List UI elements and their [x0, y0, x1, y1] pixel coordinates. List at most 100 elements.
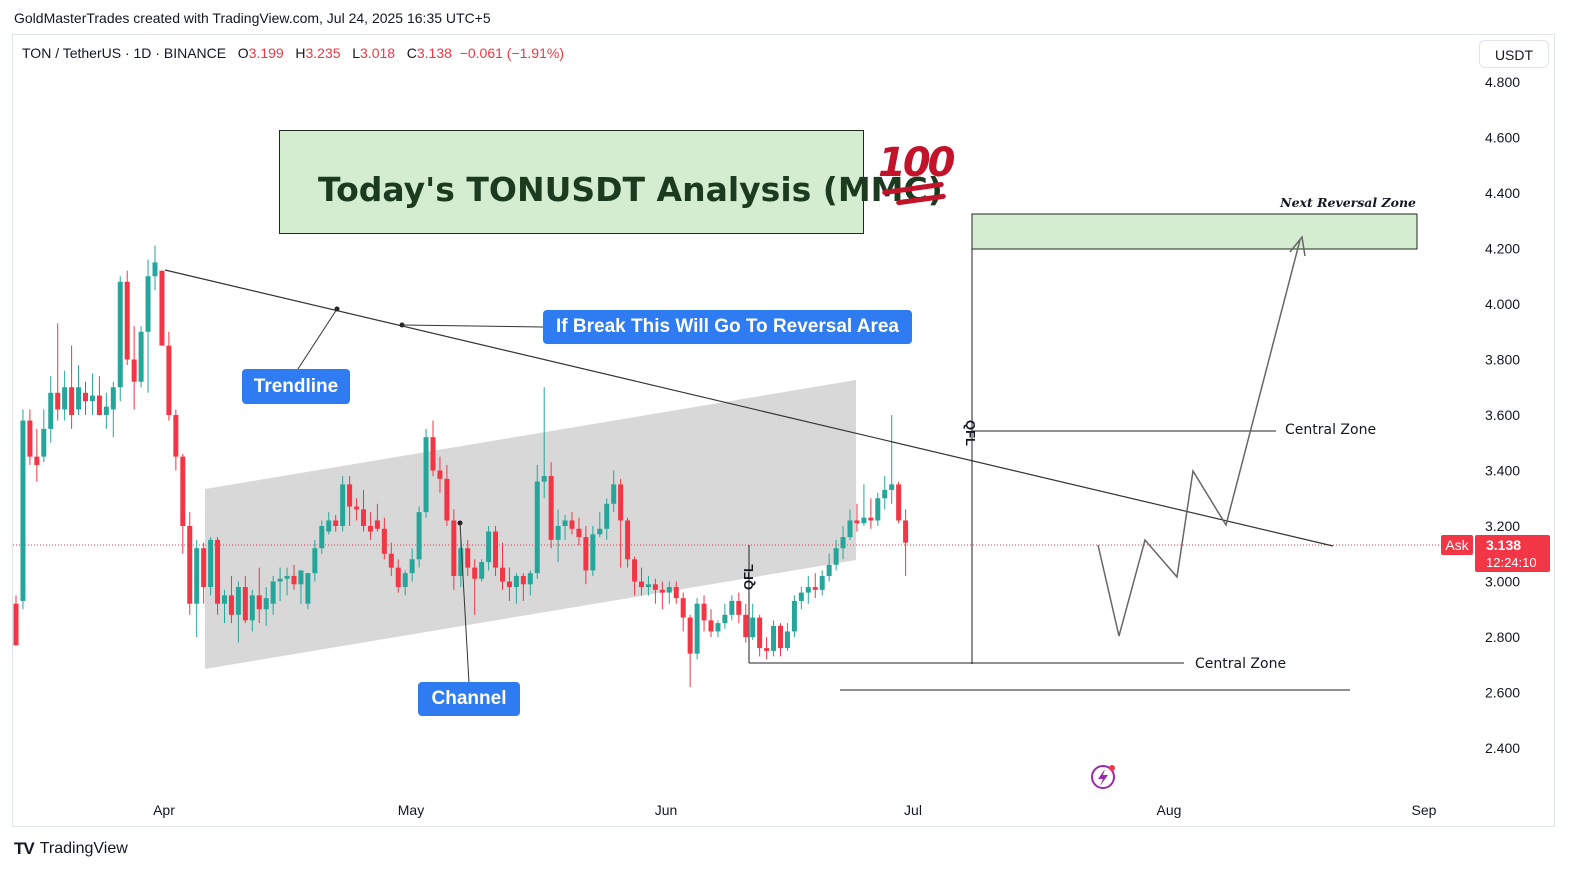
analysis-title: Today's TONUSDT Analysis (MMC) — [279, 130, 943, 234]
close-value: 3.138 — [416, 45, 452, 61]
countdown-tag: 12:24:10 — [1486, 555, 1537, 570]
price-tick-label: 4.800 — [1485, 74, 1520, 90]
price-tick-label: 3.200 — [1485, 518, 1520, 534]
candle-body — [187, 526, 193, 604]
tradingview-brand[interactable]: TV TradingView — [14, 839, 128, 859]
candle-body — [805, 587, 811, 593]
central-zone-lower-label: Central Zone — [1195, 656, 1286, 672]
candle-body — [625, 520, 631, 560]
candle-body — [722, 614, 728, 624]
candle-body — [451, 520, 457, 576]
last-price-tag-bg — [1475, 535, 1550, 572]
candle-body — [534, 481, 540, 574]
candle-body — [784, 631, 790, 649]
time-tick-label: May — [398, 802, 424, 818]
symbol-name[interactable]: TON / TetherUS · 1D · BINANCE — [22, 45, 227, 61]
candle-body — [173, 415, 179, 457]
candle-body — [569, 520, 575, 529]
candle-body — [583, 537, 589, 571]
breakout-label: If Break This Will Go To Reversal Area — [543, 310, 912, 344]
candle-body — [673, 587, 679, 599]
candle-body — [798, 592, 804, 601]
time-tick-label: Apr — [153, 802, 175, 818]
candle-body — [388, 553, 394, 568]
candle-body — [819, 575, 825, 590]
candle-body — [729, 600, 735, 615]
notification-dot — [1109, 765, 1115, 771]
candle-body — [861, 517, 867, 524]
candle-body — [812, 587, 818, 590]
candle-body — [652, 584, 658, 590]
candles — [13, 245, 909, 687]
candle-body — [166, 345, 172, 415]
price-tick-label: 3.000 — [1485, 574, 1520, 590]
next-reversal-zone — [971, 213, 1418, 250]
candle-body — [555, 526, 561, 540]
last-price-tag: 3.138 — [1486, 537, 1521, 553]
price-tick-label: 3.400 — [1485, 463, 1520, 479]
price-tick-label: 4.600 — [1485, 130, 1520, 146]
candle-body — [194, 548, 200, 604]
candle-body — [437, 470, 443, 479]
candle-body — [298, 570, 304, 585]
candle-body — [590, 534, 596, 571]
candle-body — [110, 387, 116, 410]
projection-path — [1097, 239, 1301, 637]
chart-credit: GoldMasterTrades created with TradingVie… — [14, 10, 491, 26]
candle-body — [201, 548, 207, 588]
candle-body — [833, 548, 839, 565]
price-tick-label: 3.800 — [1485, 352, 1520, 368]
candle-body — [347, 484, 353, 507]
candle-body — [249, 595, 255, 621]
trendline-label: Trendline — [242, 369, 350, 404]
hundred-emoji: 100 — [878, 140, 955, 186]
candle-body — [159, 270, 165, 346]
candle-body — [228, 595, 234, 615]
candle-body — [903, 520, 909, 543]
candle-body — [354, 506, 360, 510]
candle-body — [333, 520, 339, 526]
lightning-icon-bolt — [1098, 769, 1108, 786]
candle-body — [55, 392, 61, 410]
time-axis[interactable]: Apr May Jun Jul Aug Sep — [153, 802, 1437, 818]
candle-body — [604, 503, 610, 529]
candle-body — [506, 581, 512, 588]
candle-body — [423, 437, 429, 513]
candle-body — [854, 520, 860, 524]
price-axis[interactable]: 4.800 4.600 4.400 4.200 4.000 3.800 3.600 3.400… — [1485, 74, 1520, 756]
low-value: 3.018 — [360, 45, 396, 61]
candle-body — [826, 564, 832, 576]
candle-body — [889, 484, 895, 490]
price-tick-label: 4.400 — [1485, 185, 1520, 201]
candle-body — [548, 476, 554, 540]
candle-body — [312, 548, 318, 574]
candle-body — [430, 437, 436, 471]
candle-body — [117, 281, 123, 388]
trendline-callout — [295, 308, 338, 373]
candle-body — [541, 476, 547, 482]
time-tick-label: Jul — [904, 802, 922, 818]
candle-body — [256, 595, 262, 610]
tradingview-brand-name: TradingView — [39, 840, 128, 857]
candle-body — [277, 578, 283, 582]
change-value: −0.061 (−1.91%) — [459, 45, 564, 61]
candle-body — [458, 548, 464, 576]
candle-body — [69, 387, 75, 415]
candle-body — [13, 603, 19, 646]
candle-body — [138, 331, 144, 382]
candle-body — [847, 520, 853, 538]
candle-body — [840, 537, 846, 549]
currency-button[interactable]: USDT — [1479, 40, 1549, 68]
candle-body — [708, 620, 714, 632]
next-reversal-label: Next Reversal Zone — [1279, 195, 1416, 210]
price-tick-label: 2.800 — [1485, 629, 1520, 645]
candle-body — [34, 456, 40, 465]
candle-body — [374, 520, 380, 529]
candle-body — [76, 387, 82, 410]
candle-body — [381, 528, 387, 554]
candle-body — [416, 512, 422, 560]
lightning-icon[interactable] — [1091, 765, 1115, 789]
candle-body — [513, 575, 519, 588]
candle-body — [326, 520, 332, 532]
